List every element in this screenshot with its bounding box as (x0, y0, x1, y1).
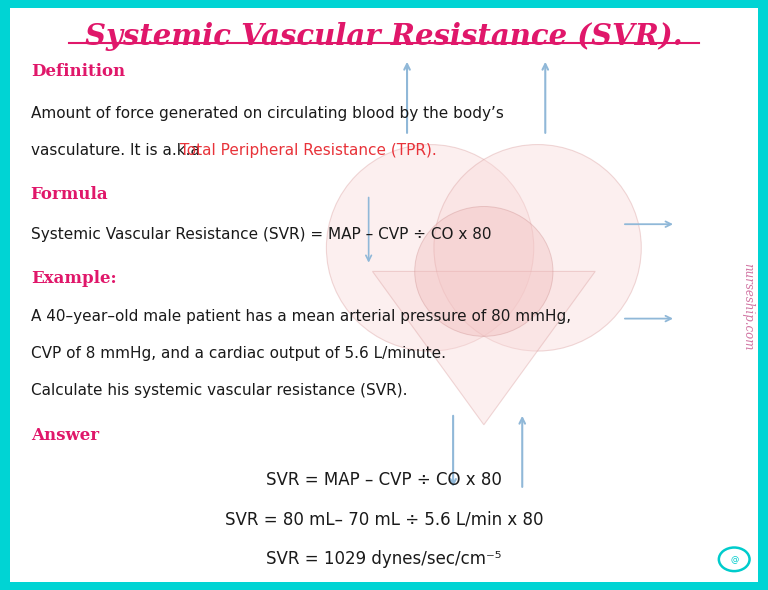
Text: nurseship.com: nurseship.com (742, 263, 754, 350)
Text: vasculature. It is a.k.a: vasculature. It is a.k.a (31, 143, 204, 158)
Text: CVP of 8 mmHg, and a cardiac output of 5.6 L/minute.: CVP of 8 mmHg, and a cardiac output of 5… (31, 346, 445, 361)
Text: Amount of force generated on circulating blood by the body’s: Amount of force generated on circulating… (31, 106, 504, 121)
Text: Example:: Example: (31, 270, 116, 287)
Text: SVR = 1029 dynes/sec/cm⁻⁵: SVR = 1029 dynes/sec/cm⁻⁵ (266, 550, 502, 568)
Polygon shape (372, 271, 595, 425)
Text: Answer: Answer (31, 427, 99, 444)
Text: A 40–year–old male patient has a mean arterial pressure of 80 mmHg,: A 40–year–old male patient has a mean ar… (31, 309, 571, 324)
Text: Total Peripheral Resistance (TPR).: Total Peripheral Resistance (TPR). (180, 143, 437, 158)
Text: Systemic Vascular Resistance (SVR) = MAP – CVP ÷ CO x 80: Systemic Vascular Resistance (SVR) = MAP… (31, 227, 492, 241)
Ellipse shape (415, 206, 553, 336)
Text: @: @ (730, 555, 738, 564)
Text: Formula: Formula (31, 186, 108, 204)
Text: Definition: Definition (31, 63, 125, 80)
Text: SVR = MAP – CVP ÷ CO x 80: SVR = MAP – CVP ÷ CO x 80 (266, 471, 502, 489)
Ellipse shape (326, 145, 534, 351)
Text: Systemic Vascular Resistance (SVR).: Systemic Vascular Resistance (SVR). (85, 22, 683, 51)
Text: SVR = 80 mL– 70 mL ÷ 5.6 L/min x 80: SVR = 80 mL– 70 mL ÷ 5.6 L/min x 80 (225, 510, 543, 529)
Ellipse shape (434, 145, 641, 351)
Text: Calculate his systemic vascular resistance (SVR).: Calculate his systemic vascular resistan… (31, 384, 407, 398)
